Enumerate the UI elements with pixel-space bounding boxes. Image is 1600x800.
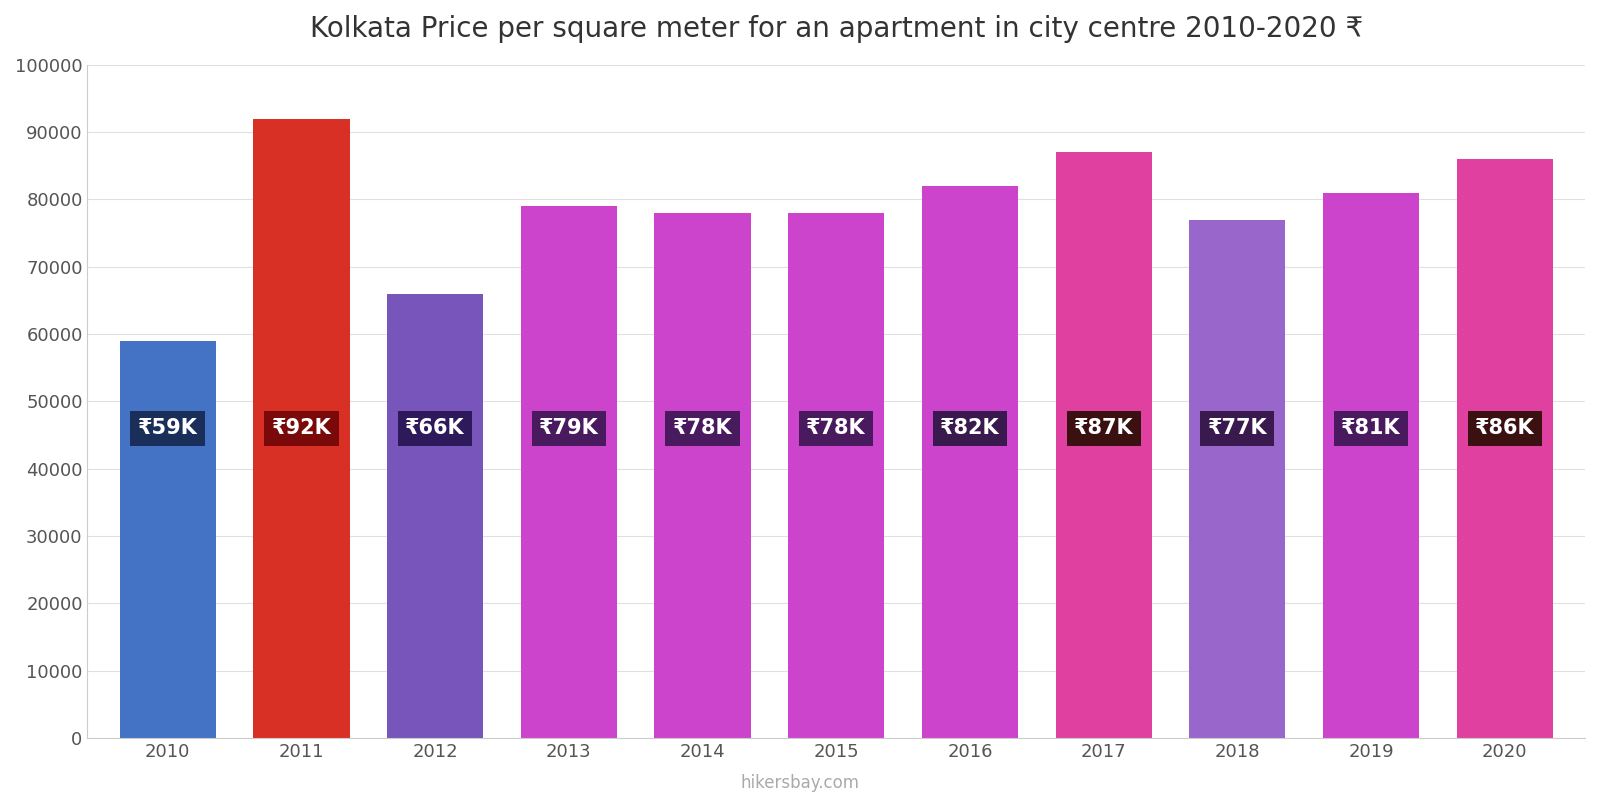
Bar xyxy=(120,341,216,738)
Text: ₹79K: ₹79K xyxy=(539,418,598,438)
Text: ₹66K: ₹66K xyxy=(405,418,466,438)
Bar xyxy=(253,118,349,738)
Bar xyxy=(1189,220,1285,738)
Text: ₹81K: ₹81K xyxy=(1341,418,1402,438)
Bar xyxy=(520,206,618,738)
Bar xyxy=(387,294,483,738)
Title: Kolkata Price per square meter for an apartment in city centre 2010-2020 ₹: Kolkata Price per square meter for an ap… xyxy=(310,15,1363,43)
Bar xyxy=(1056,152,1152,738)
Text: ₹82K: ₹82K xyxy=(941,418,1000,438)
Bar xyxy=(922,186,1018,738)
Text: ₹78K: ₹78K xyxy=(806,418,866,438)
Text: ₹59K: ₹59K xyxy=(138,418,198,438)
Bar xyxy=(654,213,750,738)
Bar xyxy=(1323,193,1419,738)
Text: ₹86K: ₹86K xyxy=(1475,418,1534,438)
Text: ₹78K: ₹78K xyxy=(672,418,733,438)
Text: ₹92K: ₹92K xyxy=(272,418,331,438)
Bar xyxy=(789,213,885,738)
Text: ₹87K: ₹87K xyxy=(1074,418,1133,438)
Bar xyxy=(1456,159,1554,738)
Text: hikersbay.com: hikersbay.com xyxy=(741,774,859,792)
Text: ₹77K: ₹77K xyxy=(1208,418,1267,438)
